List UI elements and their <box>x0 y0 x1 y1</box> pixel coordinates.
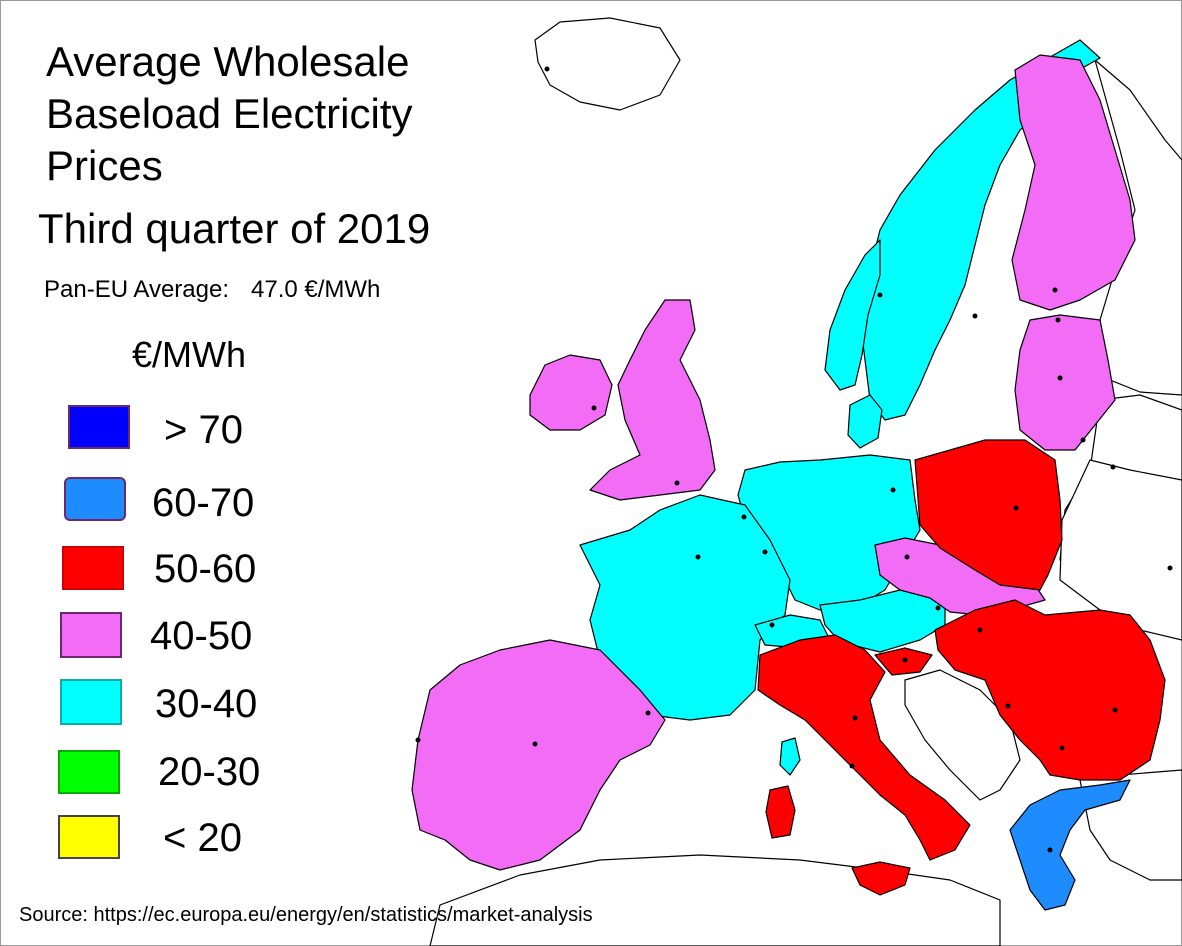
legend-swatch <box>60 612 122 658</box>
map-subtitle: Third quarter of 2019 <box>38 205 431 252</box>
region-iceland <box>534 17 681 111</box>
legend-label: 50-60 <box>154 547 257 591</box>
legend-swatch <box>60 679 122 725</box>
legend-swatch <box>58 750 120 794</box>
title-line-2: Baseload Electricity <box>46 90 413 137</box>
legend-label: 40-50 <box>150 614 253 658</box>
region-united-kingdom <box>589 299 716 501</box>
legend-unit: €/MWh <box>132 334 247 375</box>
pan-eu-average: Pan-EU Average: 47.0 €/MWh <box>44 276 380 304</box>
legend-swatch <box>58 815 120 859</box>
legend-swatch <box>64 477 126 521</box>
region-norway-south <box>824 239 881 391</box>
legend-label: 30-40 <box>155 682 258 726</box>
region-ireland <box>529 354 613 431</box>
region-iberia <box>411 639 666 871</box>
legend-swatch <box>68 405 130 449</box>
legend-label: 20-30 <box>158 750 261 794</box>
region-poland <box>914 439 1063 591</box>
region-north-africa <box>429 854 1001 946</box>
legend-label: < 20 <box>163 816 242 860</box>
region-denmark <box>847 394 883 449</box>
capital-dots <box>415 66 1173 853</box>
region-balkans-west <box>904 669 1021 801</box>
region-finland <box>1011 54 1136 311</box>
region-russia-north <box>1094 59 1182 396</box>
title-line-1: Average Wholesale <box>46 38 410 85</box>
region-italy <box>757 634 971 861</box>
source-credit: Source: https://ec.europa.eu/energy/en/s… <box>19 904 593 926</box>
map-title: Average Wholesale Baseload Electricity P… <box>46 36 413 192</box>
region-austria <box>819 589 946 653</box>
region-sardinia <box>765 785 796 839</box>
title-line-3: Prices <box>46 142 163 189</box>
region-norway-sweden <box>859 39 1101 421</box>
pan-eu-average-value: 47.0 €/MWh <box>251 276 381 303</box>
region-hungary-romania-bulgaria <box>934 599 1166 781</box>
region-baltics <box>1014 314 1116 451</box>
region-sicily <box>851 861 911 896</box>
legend-swatch <box>62 546 124 590</box>
legend-label: 60-70 <box>152 481 255 525</box>
region-corsica <box>779 737 801 776</box>
region-greece <box>1009 779 1131 911</box>
pan-eu-average-label: Pan-EU Average: <box>44 276 230 303</box>
legend-label: > 70 <box>164 408 243 452</box>
